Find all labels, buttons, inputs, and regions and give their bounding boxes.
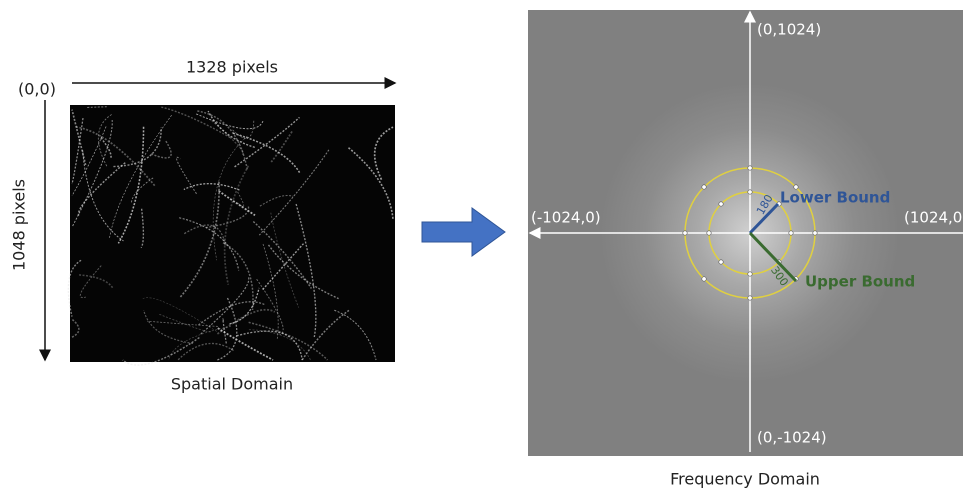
sample-point (748, 166, 752, 170)
sample-point (748, 296, 752, 300)
upper-bound-label: Upper Bound (805, 273, 915, 291)
frequency-caption: Frequency Domain (670, 470, 820, 489)
page: (0,0) 1328 pixels 1048 pixels Spatial Do… (0, 0, 963, 491)
bottom-label: (0,-1024) (757, 429, 827, 447)
origin-label: (0,0) (18, 80, 56, 99)
sample-point (702, 277, 706, 281)
sample-point (789, 231, 793, 235)
transform-arrow (422, 208, 505, 256)
top-label: (0,1024) (757, 21, 821, 39)
sample-point (748, 272, 752, 276)
diagram: (0,0) 1328 pixels 1048 pixels Spatial Do… (0, 0, 963, 491)
left-label: (-1024,0) (531, 209, 601, 227)
sample-point (748, 190, 752, 194)
sample-point (813, 231, 817, 235)
height-label: 1048 pixels (10, 179, 29, 271)
sample-point (707, 231, 711, 235)
sample-point (719, 202, 723, 206)
lower-bound-label: Lower Bound (780, 189, 890, 207)
spatial-caption: Spatial Domain (171, 375, 293, 394)
width-label: 1328 pixels (186, 58, 278, 77)
sample-point (719, 260, 723, 264)
sample-point (702, 185, 706, 189)
right-label: (1024,0) (904, 209, 963, 227)
sample-point (683, 231, 687, 235)
